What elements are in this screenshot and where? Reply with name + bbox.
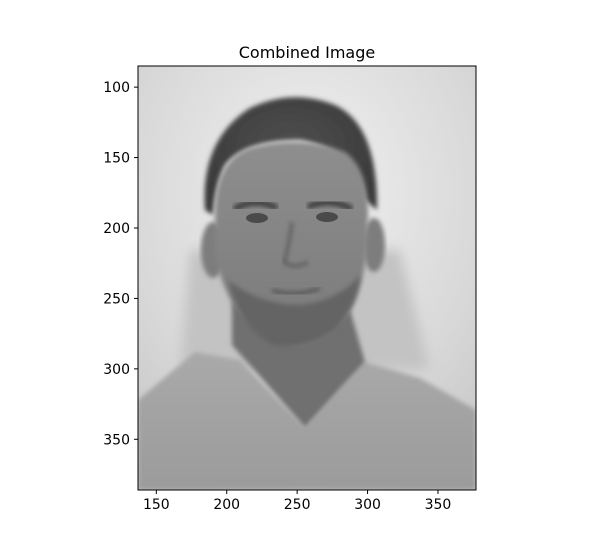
x-axis: 150 200 250 300 350 [143, 490, 451, 513]
right-ear [363, 218, 385, 272]
x-tick-label: 200 [213, 497, 240, 513]
x-tick-label: 350 [425, 497, 452, 513]
y-tick-label: 300 [103, 362, 130, 378]
face-shape [215, 141, 369, 347]
beard-shape [228, 275, 360, 346]
y-axis: 100 150 200 250 300 350 [103, 80, 138, 448]
x-tick-label: 300 [354, 497, 381, 513]
y-tick-label: 100 [103, 80, 130, 96]
shirt-shape [138, 352, 476, 490]
axes-frame [137, 65, 477, 491]
hair-shape [204, 97, 378, 215]
chart-title: Combined Image [239, 43, 375, 62]
x-tick-label: 150 [143, 497, 170, 513]
x-tick-label: 250 [284, 497, 311, 513]
y-tick-label: 350 [103, 432, 130, 448]
image-content [138, 66, 476, 490]
y-tick-label: 250 [103, 291, 130, 307]
y-tick-label: 200 [103, 221, 130, 237]
y-tick-label: 150 [103, 151, 130, 167]
